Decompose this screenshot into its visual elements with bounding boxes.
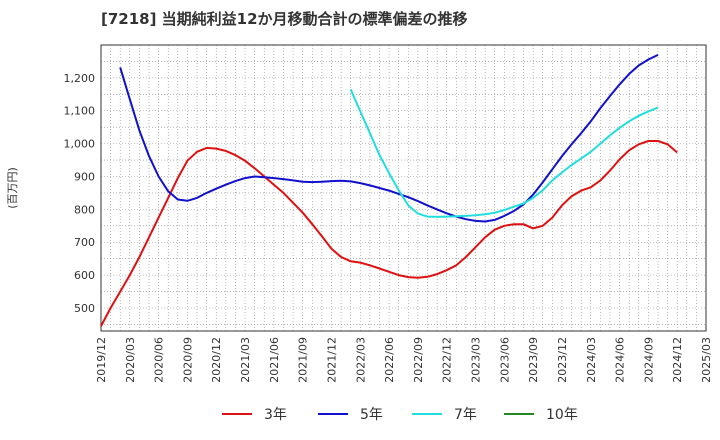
legend-label: 3年 — [264, 407, 287, 423]
y-tick-label: 600 — [74, 269, 95, 282]
x-tick-label: 2021/12 — [325, 337, 338, 383]
y-axis-label: (百万円) — [6, 167, 19, 209]
x-axis-ticks: 2019/12 2020/03 2020/06 2020/09 2020/12 2021/… — [95, 337, 713, 383]
legend-label: 10年 — [546, 407, 578, 423]
x-tick-label: 2022/09 — [412, 337, 425, 383]
x-tick-label: 2024/12 — [671, 337, 684, 383]
legend-label: 7年 — [454, 407, 477, 423]
y-tick-label: 800 — [74, 203, 95, 216]
series-line — [100, 140, 678, 327]
chart-title: [7218] 当期純利益12か月移動合計の標準偏差の推移 — [101, 10, 468, 28]
legend: 3年 5年 7年 10年 — [222, 407, 578, 423]
x-tick-label: 2024/03 — [585, 337, 598, 383]
y-tick-label: 1,200 — [64, 72, 96, 85]
x-tick-label: 2023/09 — [527, 337, 540, 383]
y-tick-label: 1,000 — [64, 138, 96, 151]
x-tick-label: 2021/09 — [297, 337, 310, 383]
x-tick-label: 2022/06 — [383, 337, 396, 383]
x-tick-label: 2020/03 — [124, 337, 137, 383]
x-tick-label: 2025/03 — [700, 337, 713, 383]
x-tick-label: 2024/06 — [614, 337, 627, 383]
x-tick-label: 2021/03 — [239, 337, 252, 383]
series-lines — [100, 53, 678, 327]
legend-label: 5年 — [360, 407, 383, 423]
grid-lines — [101, 45, 706, 331]
x-tick-label: 2023/12 — [556, 337, 569, 383]
x-tick-label: 2024/09 — [642, 337, 655, 383]
series-line — [349, 89, 659, 218]
y-tick-label: 500 — [74, 302, 95, 315]
x-tick-label: 2021/06 — [268, 337, 281, 383]
x-tick-label: 2020/12 — [210, 337, 223, 383]
x-tick-label: 2022/03 — [354, 337, 367, 383]
y-tick-label: 1,100 — [64, 105, 96, 118]
x-tick-label: 2020/06 — [153, 337, 166, 383]
y-tick-label: 900 — [74, 170, 95, 183]
x-tick-label: 2023/06 — [498, 337, 511, 383]
x-tick-label: 2019/12 — [95, 337, 108, 383]
x-tick-label: 2022/12 — [441, 337, 454, 383]
x-tick-label: 2023/03 — [470, 337, 483, 383]
series-line — [119, 53, 659, 223]
y-tick-label: 700 — [74, 236, 95, 249]
y-axis-ticks: 500 600 700 800 900 1,000 1,100 1,200 — [64, 72, 96, 315]
plot-frame — [100, 44, 707, 332]
x-tick-label: 2020/09 — [181, 337, 194, 383]
